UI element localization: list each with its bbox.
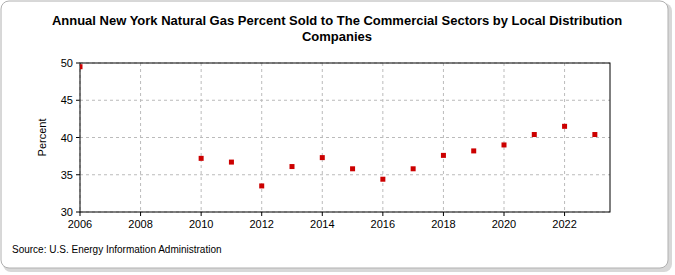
points <box>80 64 597 188</box>
point <box>229 160 234 165</box>
tick-label: 2022 <box>552 218 576 230</box>
point <box>320 155 325 160</box>
tick-label: 2010 <box>189 218 213 230</box>
grid-line <box>443 63 444 212</box>
source: Source: U.S. Energy Information Administ… <box>12 244 222 255</box>
grid-line <box>80 174 610 175</box>
point <box>350 166 355 171</box>
tick-label: 45 <box>61 94 73 106</box>
grid-line <box>140 63 141 212</box>
plot-area <box>80 63 610 212</box>
grid-line <box>261 63 262 212</box>
tick <box>76 100 80 101</box>
tick-label: 2012 <box>249 218 273 230</box>
point <box>471 148 476 153</box>
tick <box>261 212 262 216</box>
tick-label: 2020 <box>492 218 516 230</box>
tick-label: 35 <box>61 169 73 181</box>
grid-line <box>564 63 565 212</box>
grid-line <box>201 63 202 212</box>
tick <box>382 212 383 216</box>
point <box>290 164 295 169</box>
tick <box>443 212 444 216</box>
point <box>441 153 446 158</box>
point <box>80 64 83 69</box>
tick-label: 2006 <box>68 218 92 230</box>
tick <box>322 212 323 216</box>
grid-line <box>322 63 323 212</box>
point <box>502 142 507 147</box>
point <box>562 124 567 129</box>
tick-label: 30 <box>61 206 73 218</box>
tick <box>76 63 80 64</box>
frame <box>1 1 668 268</box>
point <box>259 183 264 188</box>
tick <box>76 174 80 175</box>
point <box>380 177 385 182</box>
point <box>199 156 204 161</box>
tick <box>504 212 505 216</box>
grid-line <box>80 137 610 138</box>
tick-label: 40 <box>61 132 73 144</box>
title: Annual New York Natural Gas Percent Sold… <box>52 13 622 44</box>
point <box>592 132 597 137</box>
tick-label: 2014 <box>310 218 334 230</box>
tick-label: 2018 <box>431 218 455 230</box>
tick <box>564 212 565 216</box>
chart: Annual New York Natural Gas Percent Sold… <box>0 0 675 275</box>
tick-label: 2016 <box>371 218 395 230</box>
tick <box>201 212 202 216</box>
grid-line <box>504 63 505 212</box>
tick <box>140 212 141 216</box>
tick <box>76 212 80 213</box>
plot-frame <box>80 63 610 212</box>
grid-line <box>382 63 383 212</box>
grid-line <box>80 100 610 101</box>
tick <box>76 137 80 138</box>
point <box>411 166 416 171</box>
y-axis-label: Percent <box>36 119 48 157</box>
tick-label: 2008 <box>128 218 152 230</box>
tick-label: 50 <box>61 57 73 69</box>
point <box>532 132 537 137</box>
tick <box>80 212 81 216</box>
